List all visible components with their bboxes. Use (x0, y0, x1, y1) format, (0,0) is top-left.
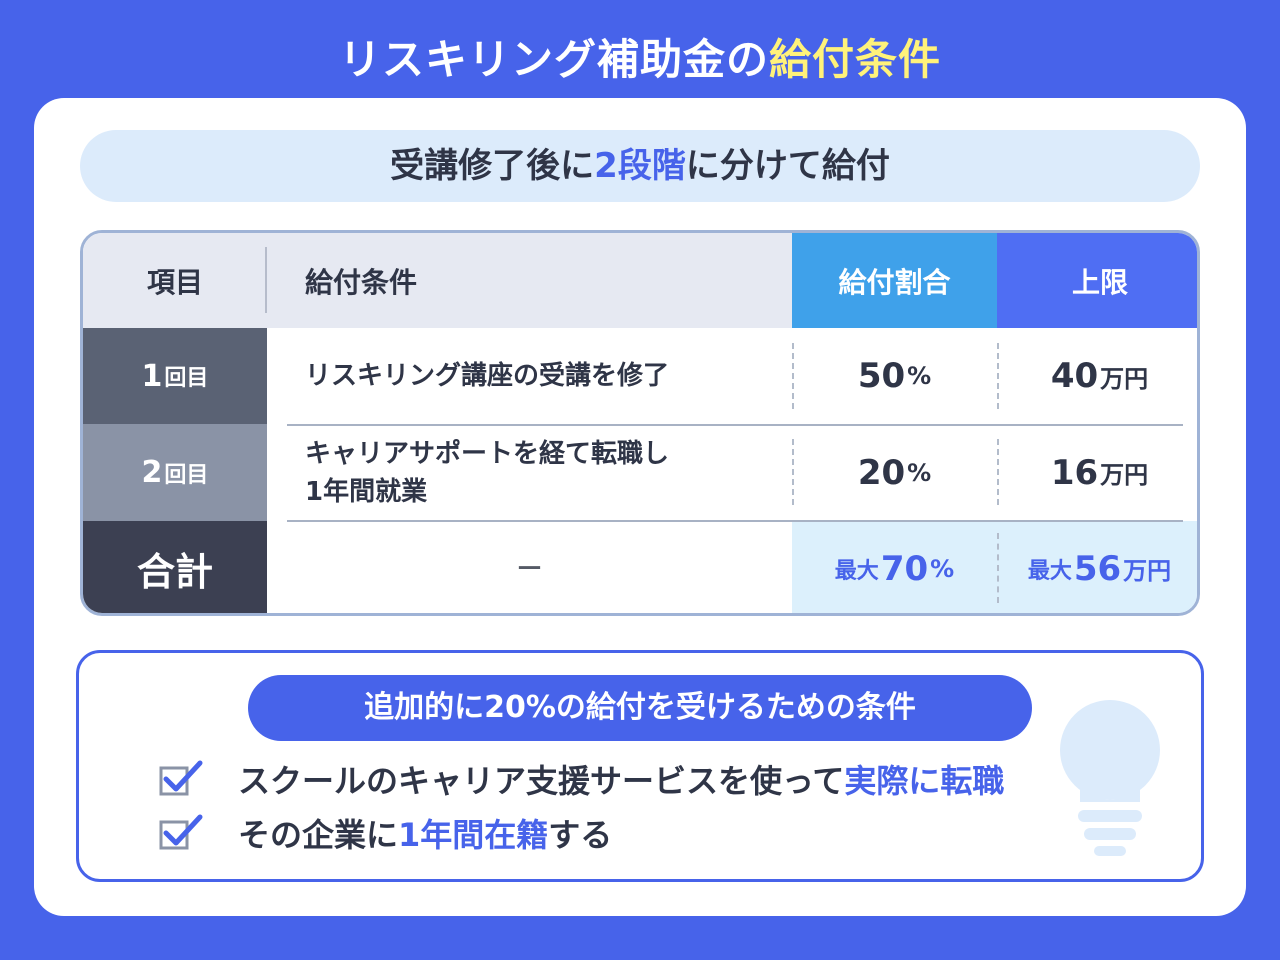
row-2-condition-line2: 1年間就業 (305, 476, 428, 507)
row-2-rate: 20% (792, 424, 997, 521)
total-label: 合計 (83, 521, 267, 613)
header-condition: 給付条件 (305, 265, 418, 299)
total-cap: 最大 56 万円 (997, 521, 1197, 613)
subtitle-highlight: 2段階 (594, 146, 686, 186)
total-rate-unit: % (930, 554, 955, 583)
row-2-cap-unit: 万円 (1100, 461, 1149, 489)
subtitle-post: に分けて給付 (685, 146, 890, 186)
row-1-cap-unit: 万円 (1100, 364, 1149, 393)
row-1-cap-value: 40 (1050, 356, 1099, 396)
row-1-rate: 50% (792, 328, 997, 424)
total-cap-prefix: 最大 (1027, 558, 1072, 584)
row-1-label: 1 回目 (83, 328, 267, 424)
checkbox-check-icon (159, 814, 203, 850)
condition-item-2-post: する (548, 816, 613, 854)
row-2-condition: キャリアサポートを経て転職し 1年間就業 (305, 424, 775, 521)
col-divider-cap-1 (997, 343, 999, 409)
col-divider-rate-2 (792, 439, 794, 505)
condition-item-2-pre: その企業に (238, 816, 399, 854)
header-left-bg (83, 233, 795, 328)
total-condition: － (515, 551, 544, 585)
row-divider-2 (287, 520, 1183, 522)
row-2-num: 2 (141, 455, 163, 490)
total-cap-unit: 万円 (1123, 557, 1172, 585)
row-1-rate-value: 50 (857, 356, 906, 396)
lightbulb-icon (1060, 700, 1160, 856)
row-2-label: 2 回目 (83, 424, 267, 521)
title-main: リスキリング補助金の (338, 35, 769, 84)
row-2-rate-value: 20 (857, 452, 906, 493)
col-divider-cap-2 (997, 439, 999, 505)
condition-item-1: スクールのキャリア支援サービスを使って 実際に転職 (158, 756, 1004, 802)
condition-item-2: その企業に 1年間在籍 する (158, 810, 612, 856)
row-2-rate-unit: % (907, 458, 932, 487)
row-1-rate-unit: % (907, 362, 932, 390)
page-title: リスキリング補助金の給付条件 (0, 30, 1280, 90)
total-rate-value: 70 (880, 548, 929, 589)
subtitle-banner: 受講修了後に2段階に分けて給付 (80, 130, 1200, 202)
total-highlight-bg (792, 521, 1197, 613)
row-divider-1 (287, 424, 1183, 426)
condition-item-1-highlight: 実際に転職 (844, 762, 1005, 800)
total-rate: 最大 70% (792, 521, 997, 613)
total-rate-prefix: 最大 (834, 558, 879, 584)
additional-conditions-heading: 追加的に20%の給付を受けるための条件 (248, 675, 1032, 741)
row-1-cap: 40 万円 (997, 328, 1197, 424)
row-2-condition-line1: キャリアサポートを経て転職し (305, 438, 670, 469)
col-divider-rate-1 (792, 343, 794, 409)
row-1-num: 1 (141, 358, 163, 394)
condition-item-1-pre: スクールのキャリア支援サービスを使って (238, 762, 845, 800)
row-2-cap-value: 16 (1050, 452, 1099, 493)
subtitle-pre: 受講修了後に (390, 146, 595, 186)
header-cap: 上限 (997, 233, 1197, 328)
total-cap-value: 56 (1073, 548, 1122, 589)
row-1-condition: リスキリング講座の受講を修了 (305, 361, 670, 391)
benefit-table: 項目 給付条件 給付割合 上限 1 回目 2 回目 合計 リスキリング講座の受講を修… (80, 230, 1200, 616)
row-1-suffix: 回目 (164, 366, 209, 391)
condition-item-2-highlight: 1年間在籍 (398, 816, 549, 854)
header-rate: 給付割合 (792, 233, 997, 328)
title-highlight: 給付条件 (769, 35, 942, 84)
header-item: 項目 (146, 265, 203, 299)
header-divider (265, 247, 267, 313)
checkbox-check-icon (159, 760, 203, 796)
row-2-cap: 16 万円 (997, 424, 1197, 521)
col-divider-cap-3 (997, 533, 999, 603)
row-2-suffix: 回目 (164, 462, 209, 488)
